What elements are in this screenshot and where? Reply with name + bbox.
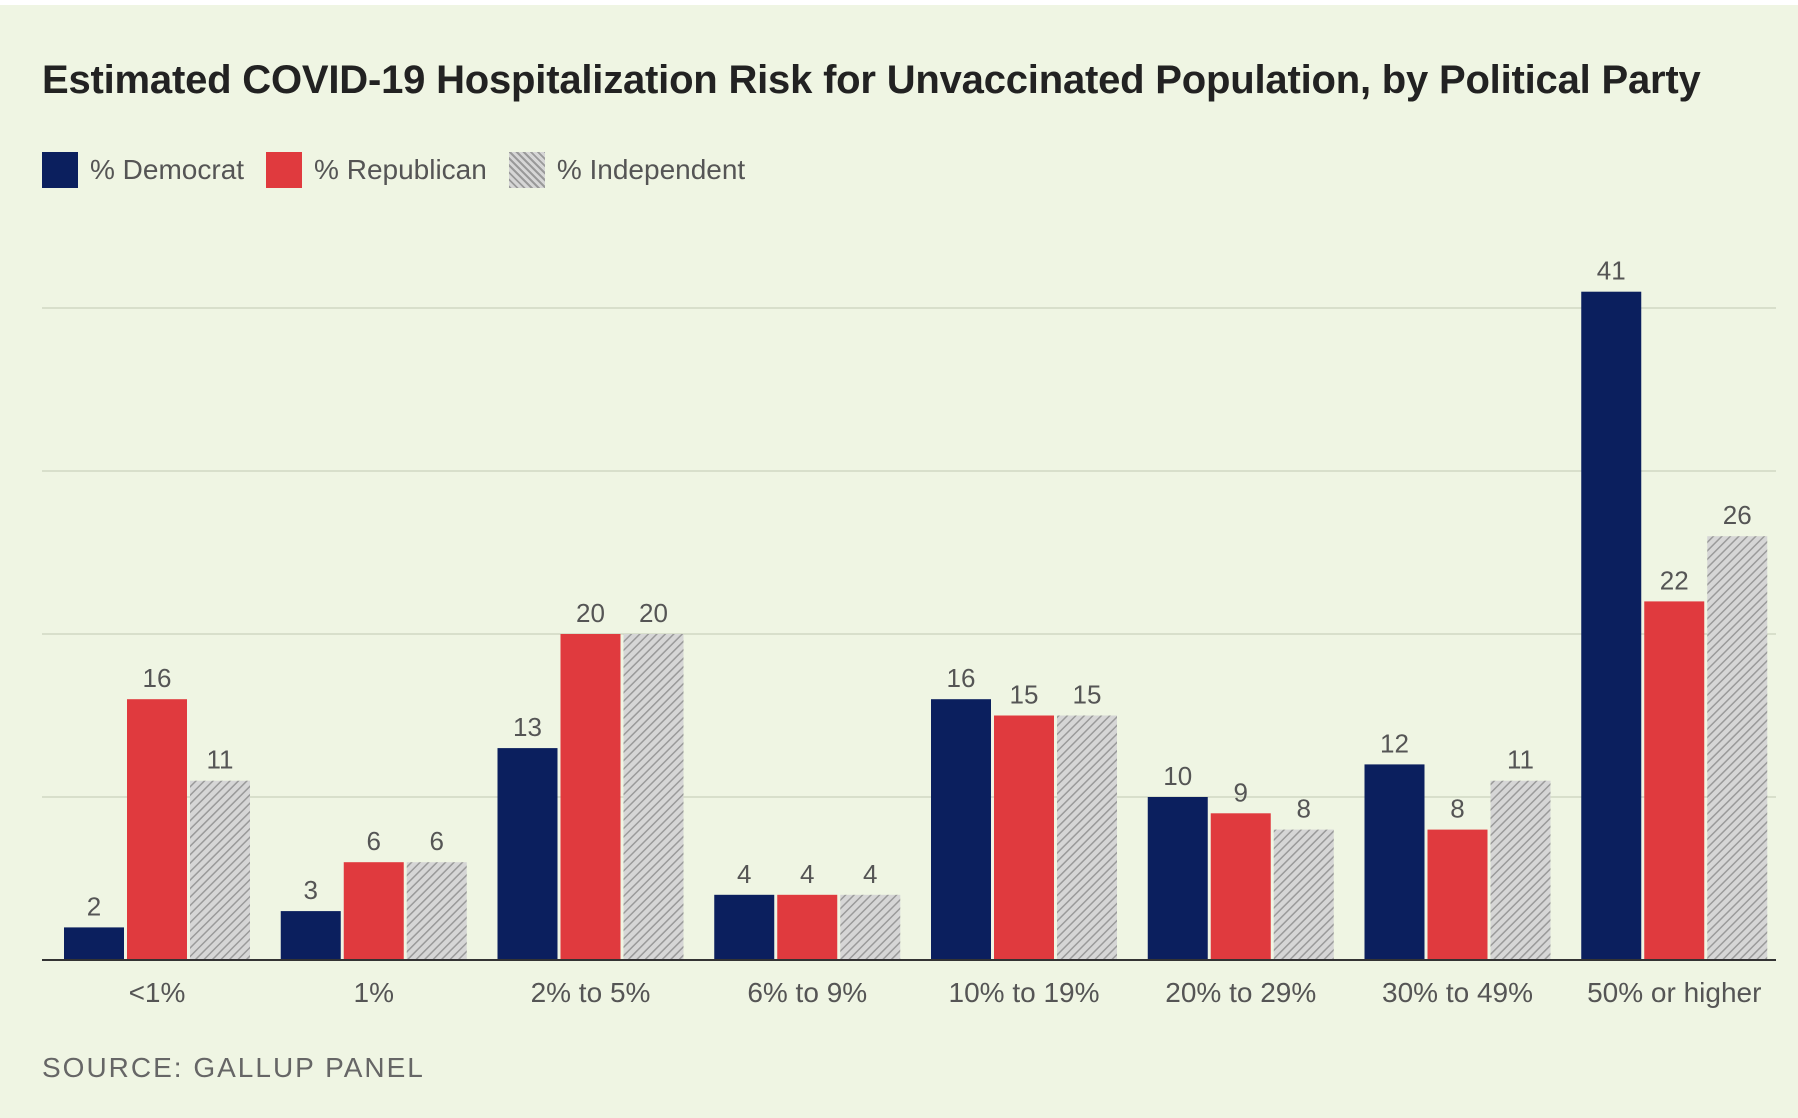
data-label-democrat-4: 16 — [947, 663, 976, 693]
data-label-independent-0: 11 — [207, 745, 234, 775]
gridlines — [42, 307, 1776, 798]
data-label-republican-5: 9 — [1234, 777, 1248, 807]
category-label-6: 30% to 49% — [1382, 977, 1533, 1008]
data-label-republican-2: 20 — [576, 598, 605, 628]
data-label-independent-6: 11 — [1507, 745, 1534, 775]
bar-independent-4 — [1057, 715, 1117, 960]
data-label-republican-0: 16 — [143, 663, 172, 693]
bar-independent-1 — [406, 862, 467, 960]
data-label-republican-6: 8 — [1450, 794, 1464, 824]
bar-democrat-4 — [931, 699, 991, 960]
bar-republican-4 — [994, 715, 1054, 960]
bar-democrat-2 — [497, 748, 558, 960]
data-label-democrat-2: 13 — [513, 712, 542, 742]
category-label-2: 2% to 5% — [531, 977, 651, 1008]
chart-title: Estimated COVID-19 Hospitalization Risk … — [42, 58, 1701, 102]
data-label-independent-1: 6 — [430, 826, 444, 856]
bar-democrat-3 — [714, 894, 775, 960]
legend-swatch-republican — [266, 152, 303, 188]
data-label-democrat-3: 4 — [737, 859, 751, 889]
bar-democrat-0 — [64, 927, 124, 960]
bar-republican-1 — [343, 862, 404, 960]
bar-independent-6 — [1490, 780, 1551, 960]
bar-democrat-7 — [1581, 291, 1642, 960]
category-label-3: 6% to 9% — [747, 977, 867, 1008]
category-label-4: 10% to 19% — [949, 977, 1100, 1008]
data-label-independent-2: 20 — [639, 598, 668, 628]
category-label-5: 20% to 29% — [1165, 977, 1316, 1008]
data-label-republican-1: 6 — [367, 826, 381, 856]
data-labels: 2 16 11 3 6 6 13 20 20 4 4 4 16 15 15 10 9 8 12 8 11 41 22 26 — [87, 256, 1752, 922]
data-label-republican-7: 22 — [1660, 565, 1689, 595]
bar-republican-2 — [560, 634, 621, 960]
data-label-independent-4: 15 — [1073, 680, 1102, 710]
data-label-independent-5: 8 — [1297, 794, 1311, 824]
data-label-independent-3: 4 — [863, 859, 877, 889]
bar-independent-3 — [840, 894, 901, 960]
bar-independent-5 — [1273, 829, 1334, 960]
category-label-0: <1% — [129, 977, 186, 1008]
bar-democrat-6 — [1364, 764, 1425, 960]
bar-independent-7 — [1707, 536, 1768, 960]
bar-independent-2 — [623, 634, 684, 960]
source-note: SOURCE: GALLUP PANEL — [42, 1052, 425, 1083]
legend-item-democrat: % Democrat — [42, 152, 244, 188]
legend-label-democrat: % Democrat — [90, 154, 245, 185]
data-label-democrat-6: 12 — [1380, 728, 1409, 758]
bars — [64, 291, 1768, 960]
category-label-1: 1% — [354, 977, 394, 1008]
category-labels: <1% 1% 2% to 5% 6% to 9% 10% to 19% 20% to 29… — [129, 977, 1762, 1008]
legend-label-republican: % Republican — [314, 154, 487, 185]
bar-democrat-1 — [280, 911, 341, 960]
bar-independent-0 — [190, 780, 250, 960]
legend-item-independent: % Independent — [508, 152, 746, 188]
bar-republican-3 — [777, 894, 838, 960]
data-label-republican-3: 4 — [800, 859, 814, 889]
bar-republican-0 — [127, 699, 187, 960]
data-label-democrat-7: 41 — [1597, 256, 1626, 286]
bar-democrat-5 — [1147, 797, 1208, 960]
legend-item-republican: % Republican — [266, 152, 487, 188]
legend-label-independent: % Independent — [556, 154, 746, 185]
bar-republican-6 — [1427, 829, 1488, 960]
data-label-democrat-1: 3 — [304, 875, 318, 905]
data-label-independent-7: 26 — [1723, 500, 1752, 530]
legend-swatch-democrat — [42, 152, 78, 188]
bar-republican-7 — [1644, 601, 1705, 960]
data-label-democrat-0: 2 — [87, 891, 101, 921]
legend: % Democrat % Republican % Independent — [42, 152, 745, 188]
legend-swatch-independent — [508, 152, 545, 188]
category-label-7: 50% or higher — [1587, 977, 1761, 1008]
data-label-republican-4: 15 — [1010, 680, 1039, 710]
data-label-democrat-5: 10 — [1163, 761, 1192, 791]
bar-republican-5 — [1210, 813, 1271, 960]
